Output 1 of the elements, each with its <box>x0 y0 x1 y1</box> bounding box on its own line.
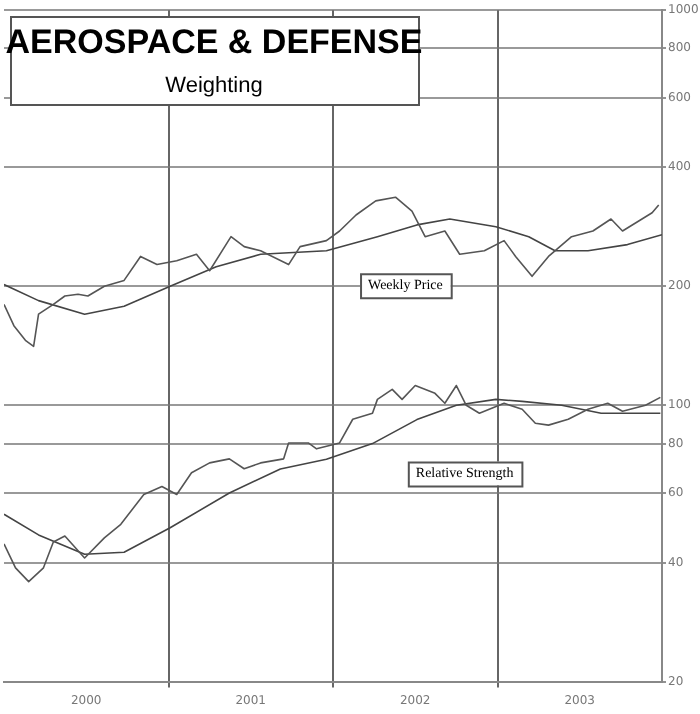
text: Weighting <box>165 74 263 99</box>
